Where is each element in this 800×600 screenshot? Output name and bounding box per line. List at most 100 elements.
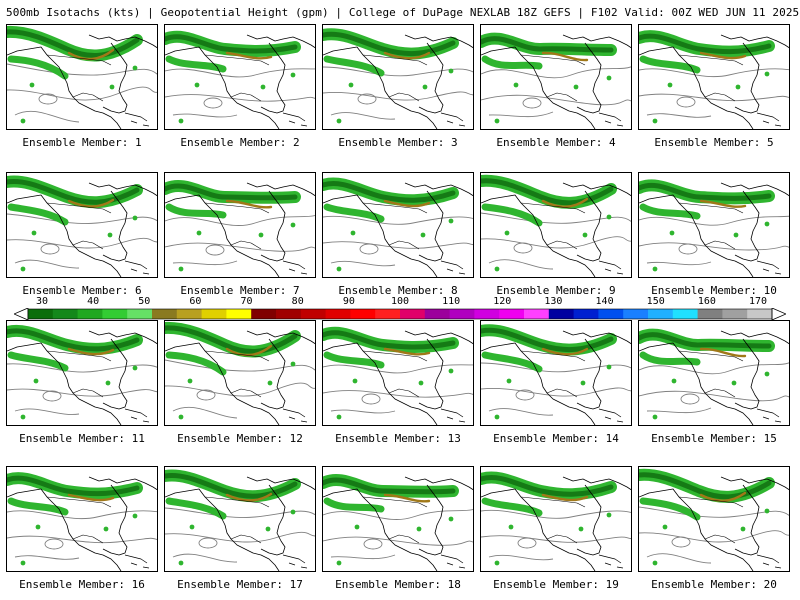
isotach-blob: [178, 414, 184, 420]
map-image: [481, 174, 631, 277]
isotach-blob: [20, 118, 26, 124]
isotach-band: [67, 48, 115, 61]
colorbar-swatch: [176, 309, 202, 319]
height-contour: [172, 406, 238, 419]
height-contour: [165, 215, 315, 226]
height-contour: [488, 111, 554, 118]
height-contour: [481, 236, 631, 249]
map-panel: [480, 172, 632, 278]
coastline: [678, 350, 744, 398]
colorbar-swatch: [28, 309, 54, 319]
height-contour: [330, 554, 396, 560]
isotach-blob: [194, 82, 200, 88]
height-contour: [323, 390, 473, 398]
height-contour: [357, 93, 377, 105]
isotach-blob: [448, 68, 454, 74]
isotach-blob: [35, 524, 41, 530]
isotach-blob: [189, 524, 195, 530]
height-contour: [639, 215, 789, 226]
colorbar-tick-label: 120: [493, 296, 512, 307]
height-contour: [198, 537, 218, 549]
coastline: [282, 554, 308, 569]
coastline: [46, 350, 112, 398]
panel-label: Ensemble Member: 15: [651, 432, 777, 445]
isotach-band: [481, 203, 543, 227]
isotach-blob: [107, 232, 113, 238]
isotach-blob: [494, 266, 500, 272]
colorbar-swatch: [548, 309, 574, 319]
coastline: [282, 260, 308, 275]
isotach-blob: [652, 414, 658, 420]
map-panel: [480, 466, 632, 572]
panel-label: Ensemble Member: 18: [335, 578, 461, 591]
coastline: [46, 496, 112, 544]
colorbar-swatch: [102, 309, 128, 319]
map-image: [7, 25, 157, 129]
coastline: [124, 260, 150, 275]
isotach-blob: [103, 526, 109, 532]
isotach-blob: [258, 232, 264, 238]
isotach-band: [323, 497, 385, 513]
height-contour: [522, 97, 542, 109]
coastline: [124, 112, 150, 127]
colorbar-ticks: 30 40 50 60 70 80 90 100 110 120 130 140 150 160 170: [14, 296, 786, 307]
isotach-band: [541, 347, 589, 356]
colorbar-swatch: [52, 309, 78, 319]
isotach-band: [67, 347, 115, 356]
isotach-band: [699, 199, 747, 208]
colorbar-tick-label: 90: [342, 296, 355, 307]
isotach-band: [323, 330, 456, 350]
coastline: [124, 554, 150, 569]
coastline: [362, 54, 428, 102]
coastline: [323, 182, 473, 277]
coastline: [756, 260, 782, 275]
height-contour: [14, 110, 80, 123]
isotach-band: [541, 493, 589, 502]
coastline: [323, 34, 473, 129]
height-contour: [646, 113, 712, 118]
coastline: [598, 408, 624, 423]
colorbar-tick-label: 70: [240, 296, 253, 307]
height-contour: [7, 510, 157, 520]
isotach-blob: [669, 230, 675, 236]
map-panel: [480, 24, 632, 130]
coastline: [756, 554, 782, 569]
isotach-blob: [105, 380, 111, 386]
coastline: [362, 202, 428, 250]
isotach-blob: [504, 230, 510, 236]
coastline: [440, 260, 466, 275]
isotach-blob: [764, 508, 770, 514]
isotach-blob: [731, 380, 737, 386]
map-panel: [164, 24, 316, 130]
height-contour: [639, 530, 789, 543]
map-image: [639, 468, 789, 571]
height-contour: [481, 212, 631, 224]
height-contour: [44, 538, 64, 550]
isotach-blob: [494, 414, 500, 420]
isotach-blob: [671, 378, 677, 384]
coastline: [481, 34, 631, 129]
height-contour: [488, 554, 554, 561]
coastline: [598, 260, 624, 275]
height-contour: [7, 363, 157, 373]
map-image: [7, 324, 157, 425]
isotach-band: [481, 55, 543, 70]
colorbar-swatch: [127, 309, 153, 319]
colorbar-swatch: [152, 309, 178, 319]
colorbar-swatch: [697, 309, 723, 319]
isotach-band: [165, 183, 298, 201]
panel-label: Ensemble Member: 2: [180, 136, 300, 149]
map-image: [323, 177, 473, 277]
panel-label: Ensemble Member: 4: [496, 136, 616, 149]
height-contour: [165, 94, 315, 102]
height-contour: [481, 94, 631, 106]
height-contour: [14, 408, 80, 415]
isotach-blob: [662, 524, 668, 530]
coastline: [440, 408, 466, 423]
map-panel: [638, 24, 790, 130]
isotach-blob: [260, 84, 266, 90]
isotach-blob: [508, 524, 514, 530]
isotach-blob: [494, 118, 500, 124]
isotach-blob: [267, 380, 273, 386]
isotach-blob: [196, 230, 202, 236]
